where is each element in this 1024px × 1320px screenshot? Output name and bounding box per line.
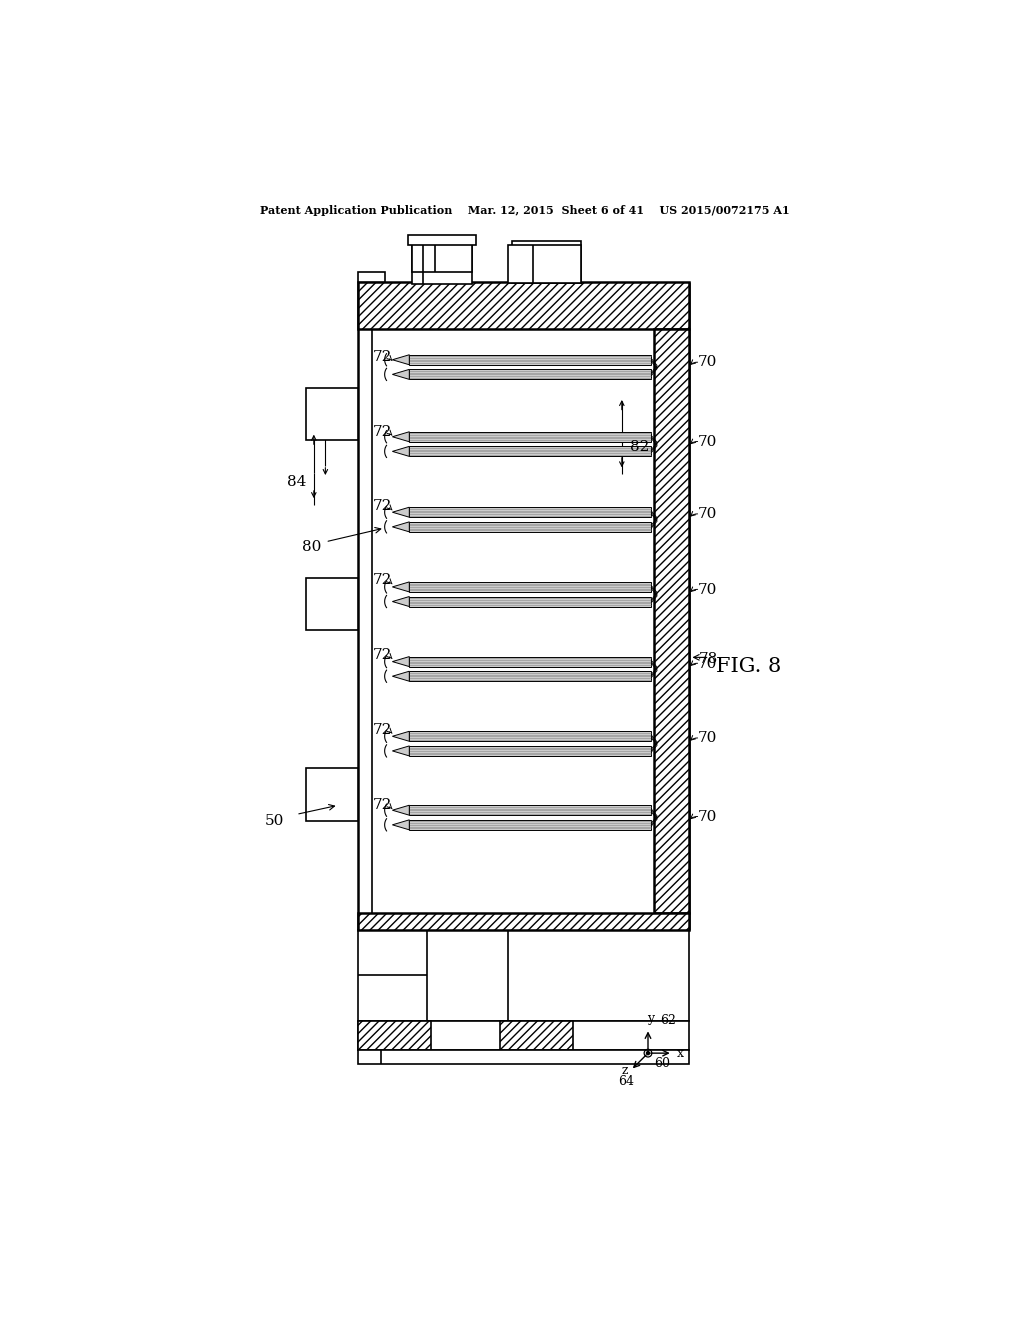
Polygon shape xyxy=(392,355,410,364)
Text: 64: 64 xyxy=(618,1076,635,1089)
Bar xyxy=(357,929,689,1020)
Text: Patent Application Publication    Mar. 12, 2015  Sheet 6 of 41    US 2015/007217: Patent Application Publication Mar. 12, … xyxy=(260,205,790,216)
Text: 72: 72 xyxy=(373,350,392,364)
Polygon shape xyxy=(392,805,410,816)
Polygon shape xyxy=(392,507,410,517)
Polygon shape xyxy=(392,370,410,379)
Text: 72: 72 xyxy=(373,425,392,438)
Text: 78: 78 xyxy=(698,652,718,665)
Text: y: y xyxy=(647,1012,654,1026)
Bar xyxy=(408,235,475,244)
Bar xyxy=(357,1051,689,1064)
Bar xyxy=(410,656,651,667)
Text: 84: 84 xyxy=(287,475,306,488)
Bar xyxy=(512,240,581,282)
Text: 82: 82 xyxy=(630,440,649,454)
Text: 72: 72 xyxy=(373,648,392,663)
Bar xyxy=(412,242,472,284)
Bar xyxy=(508,244,581,284)
Bar xyxy=(410,731,651,742)
Text: 72: 72 xyxy=(373,499,392,513)
Text: 72: 72 xyxy=(373,723,392,737)
Polygon shape xyxy=(392,446,410,457)
Bar xyxy=(306,578,357,631)
Polygon shape xyxy=(392,656,410,667)
Bar xyxy=(410,355,651,364)
Text: 70: 70 xyxy=(698,355,718,370)
Text: 62: 62 xyxy=(660,1014,676,1027)
Polygon shape xyxy=(392,582,410,591)
Text: x: x xyxy=(677,1047,684,1060)
Bar xyxy=(357,913,689,929)
Bar xyxy=(306,768,357,821)
Bar xyxy=(357,281,689,330)
Bar xyxy=(357,1020,689,1051)
Bar xyxy=(410,432,651,442)
Bar xyxy=(410,820,651,830)
Text: 72: 72 xyxy=(373,573,392,587)
Text: 70: 70 xyxy=(698,434,718,449)
Bar xyxy=(410,446,651,457)
Bar xyxy=(357,1020,431,1051)
Circle shape xyxy=(646,1052,649,1055)
Bar xyxy=(410,746,651,756)
Bar xyxy=(654,330,689,913)
Polygon shape xyxy=(392,671,410,681)
Bar xyxy=(306,388,357,441)
Text: 70: 70 xyxy=(698,731,718,746)
Bar xyxy=(410,597,651,607)
Bar xyxy=(410,507,651,517)
Bar xyxy=(412,242,472,272)
Text: 50: 50 xyxy=(265,813,285,828)
Bar xyxy=(357,272,385,281)
Polygon shape xyxy=(392,746,410,756)
Text: 70: 70 xyxy=(698,582,718,597)
Text: 60: 60 xyxy=(654,1057,670,1071)
Text: 72: 72 xyxy=(373,799,392,812)
Bar xyxy=(410,370,651,379)
Polygon shape xyxy=(392,432,410,442)
Text: 80: 80 xyxy=(302,540,322,554)
Polygon shape xyxy=(392,731,410,742)
Text: 70: 70 xyxy=(698,507,718,521)
Text: z: z xyxy=(622,1064,628,1077)
Polygon shape xyxy=(392,820,410,830)
Bar xyxy=(410,805,651,816)
Bar xyxy=(410,671,651,681)
Bar xyxy=(410,521,651,532)
Text: 70: 70 xyxy=(698,809,718,824)
Text: 70: 70 xyxy=(698,656,718,671)
Text: FIG. 8: FIG. 8 xyxy=(716,657,781,676)
Polygon shape xyxy=(392,521,410,532)
Polygon shape xyxy=(392,597,410,607)
Bar xyxy=(500,1020,573,1051)
Bar xyxy=(410,582,651,591)
